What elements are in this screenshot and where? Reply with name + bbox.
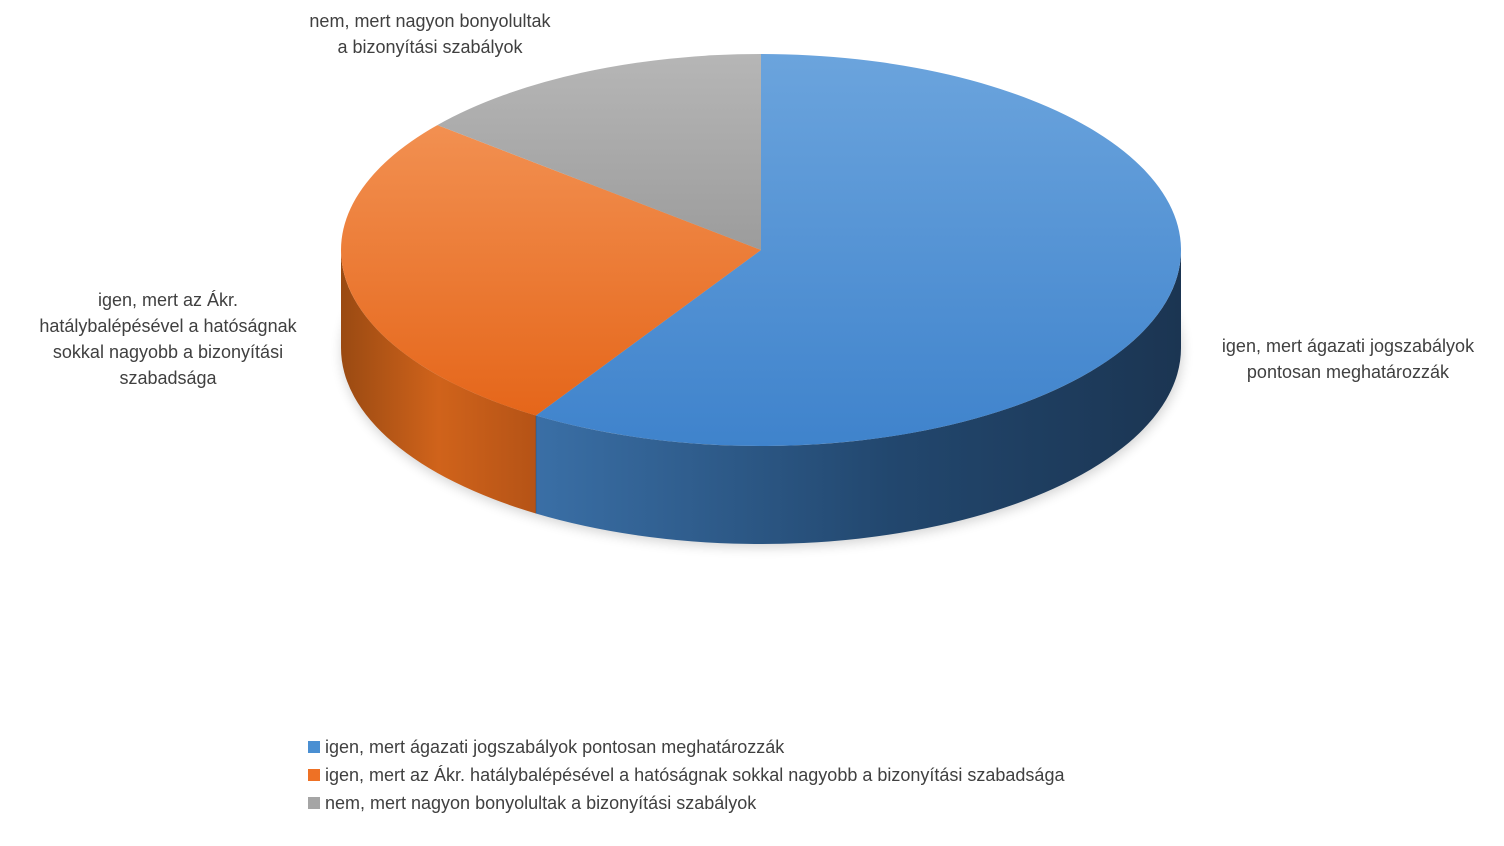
legend-item-0: igen, mert ágazati jogszabályok pontosan… (308, 734, 1064, 760)
legend-item-1: igen, mert az Ákr. hatálybalépésével a h… (308, 762, 1064, 788)
pie-slice-2[interactable] (437, 54, 761, 250)
legend: igen, mert ágazati jogszabályok pontosan… (308, 734, 1064, 818)
data-label-1: igen, mert az Ákr. hatálybalépésével a ha… (39, 290, 297, 388)
legend-swatch-2 (308, 797, 320, 809)
pie-slice-side-1 (341, 250, 536, 514)
data-label-0: igen, mert ágazati jogszabályok pontosan … (1222, 336, 1475, 382)
legend-swatch-1 (308, 769, 320, 781)
pie-slice-side-0 (535, 250, 1181, 544)
pie-slice-0[interactable] (535, 54, 1181, 446)
data-label-2: nem, mert nagyon bonyolultak a bizonyítás… (309, 11, 551, 57)
pie-slice-1[interactable] (341, 125, 761, 416)
legend-label-2: nem, mert nagyon bonyolultak a bizonyítá… (325, 792, 757, 813)
legend-label-1: igen, mert az Ákr. hatálybalépésével a h… (325, 764, 1065, 785)
legend-item-2: nem, mert nagyon bonyolultak a bizonyítá… (308, 790, 1064, 816)
legend-swatch-0 (308, 741, 320, 753)
legend-label-0: igen, mert ágazati jogszabályok pontosan… (325, 736, 785, 757)
